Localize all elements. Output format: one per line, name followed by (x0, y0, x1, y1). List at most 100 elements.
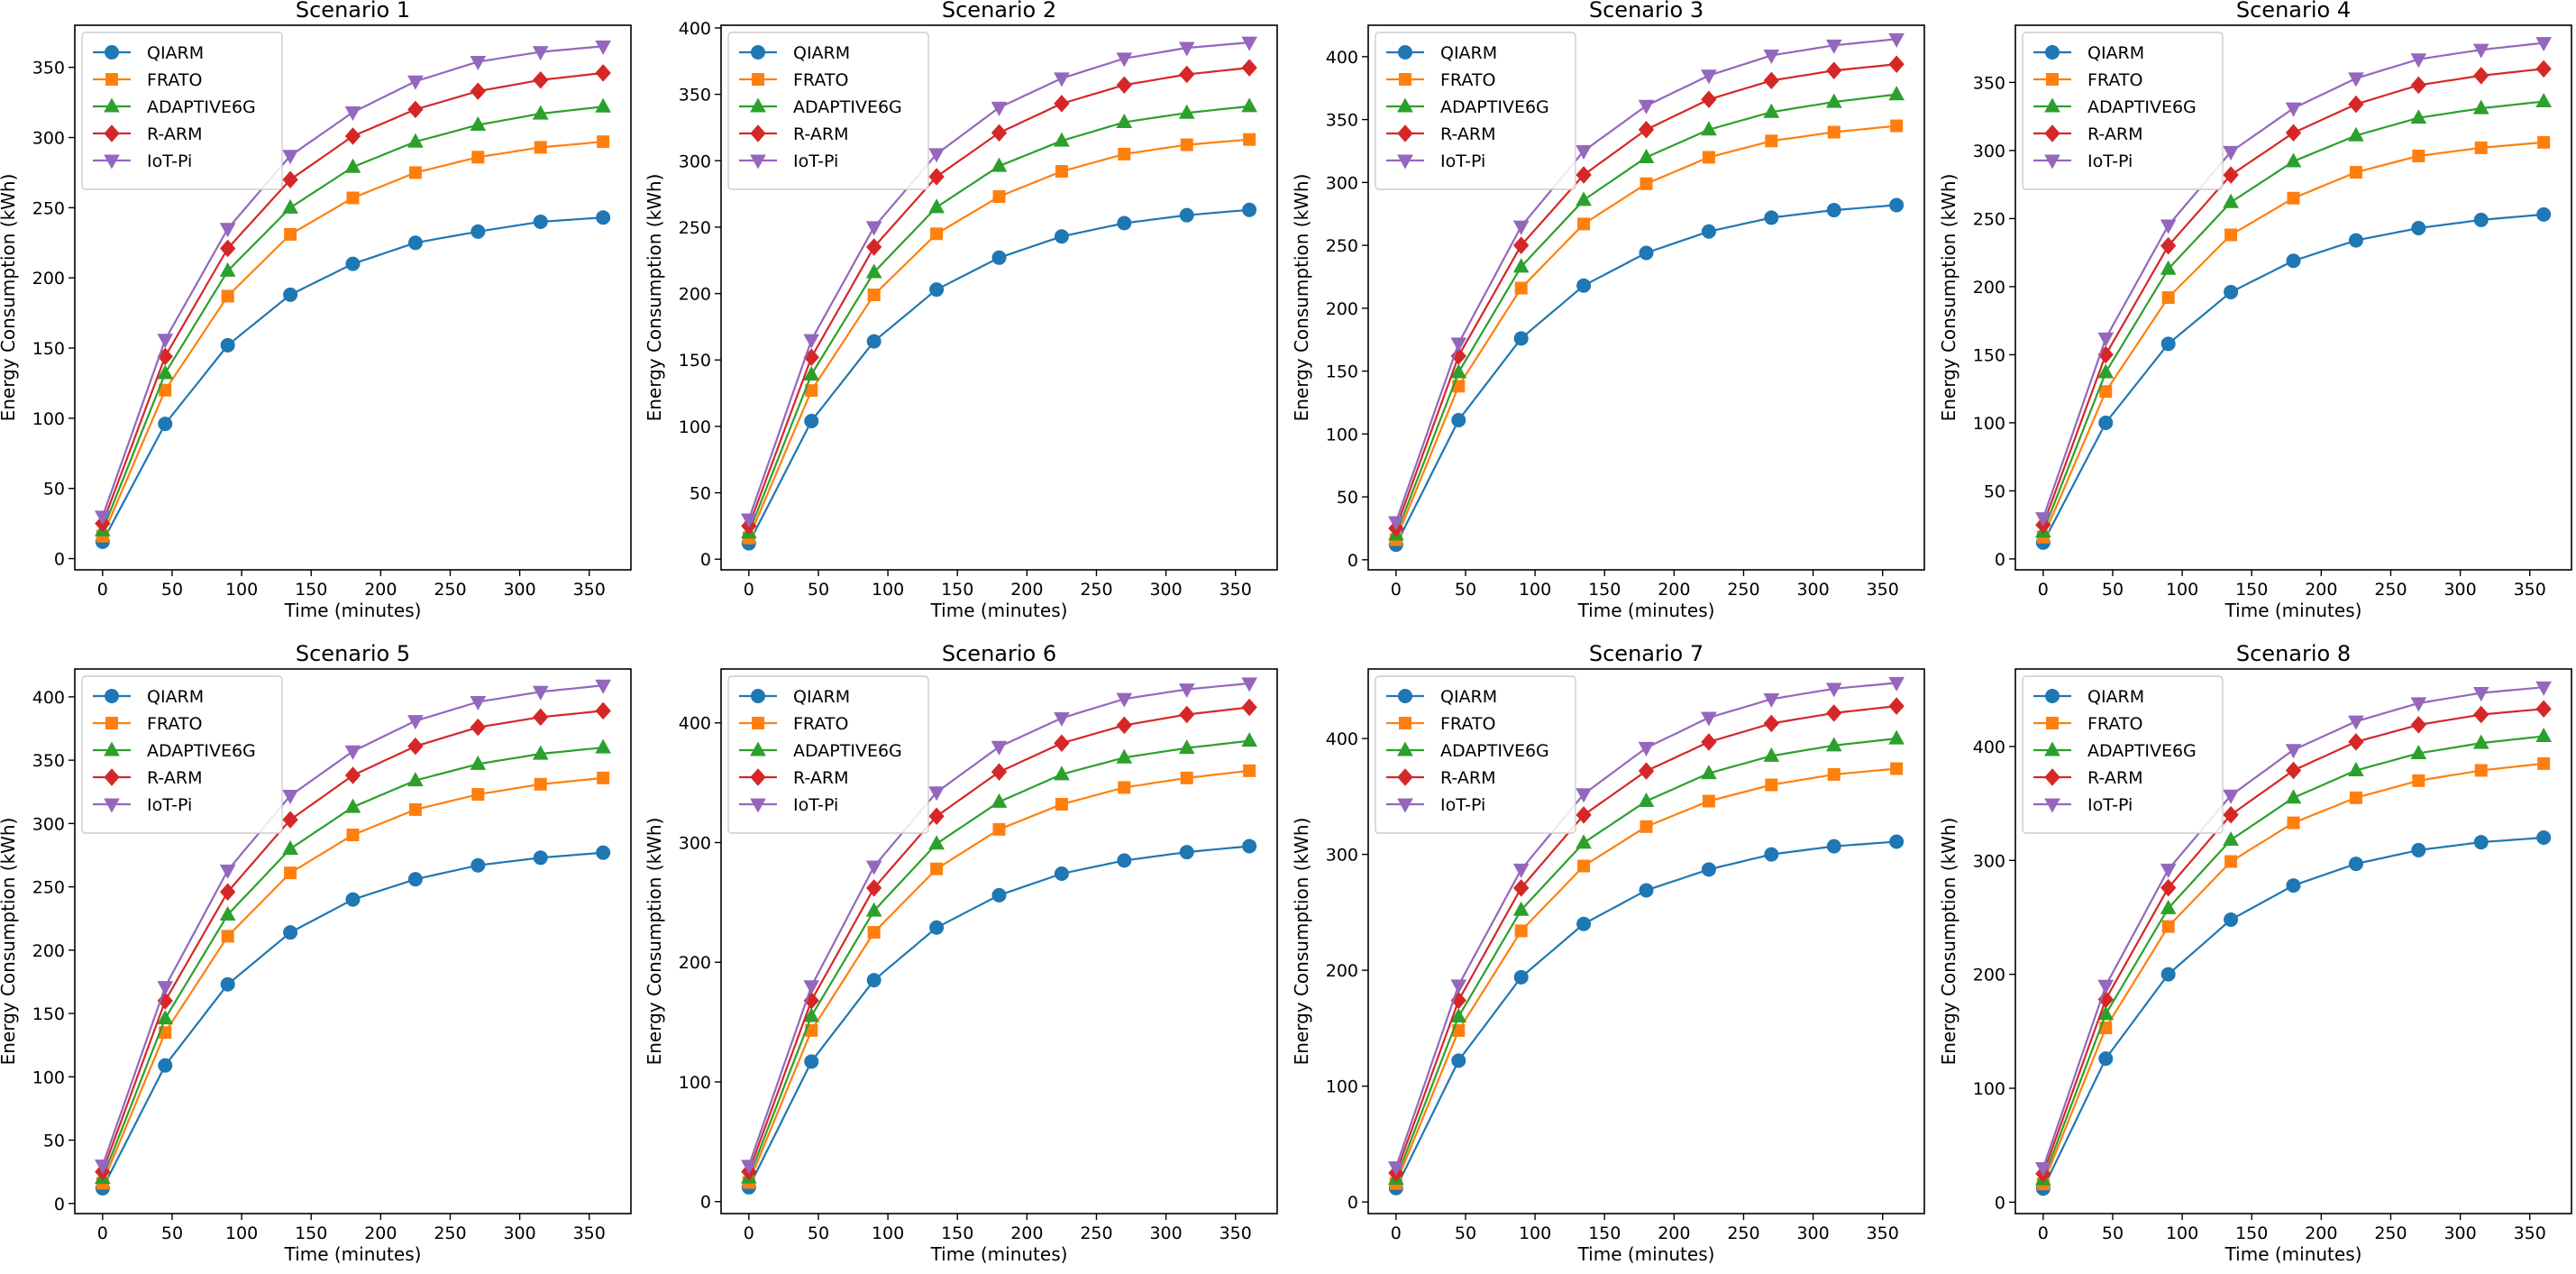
data-point (407, 133, 424, 148)
data-point (1243, 764, 1256, 777)
data-point (220, 239, 236, 258)
data-point (804, 414, 819, 429)
data-point (991, 793, 1008, 808)
legend-label: QIARM (793, 43, 850, 63)
series-qiarm (95, 845, 611, 1196)
data-point (992, 822, 1006, 836)
data-point (1117, 215, 1132, 231)
data-point (1888, 55, 1905, 73)
y-tick-label: 400 (32, 688, 65, 708)
data-point (533, 708, 549, 727)
data-point (803, 1007, 820, 1022)
data-point (2412, 774, 2425, 787)
data-point (470, 718, 486, 737)
data-point (2411, 220, 2426, 235)
data-point (1888, 697, 1905, 715)
data-point (1765, 778, 1778, 792)
data-point (1701, 121, 1717, 136)
legend: QIARM FRATO ADAPTIVE6G R-ARM IoT-Pi (81, 32, 283, 190)
data-point (1576, 916, 1592, 931)
data-point (2473, 212, 2489, 227)
legend-marker (1397, 741, 1413, 756)
data-point (2535, 37, 2552, 52)
chart-title: Scenario 5 (296, 641, 410, 666)
legend-marker (1398, 45, 1412, 60)
data-point (2287, 816, 2300, 829)
y-tick-label: 50 (690, 484, 711, 504)
legend-frame (1375, 675, 1576, 834)
y-tick-label: 200 (1973, 278, 2005, 298)
chart-title: Scenario 6 (942, 641, 1056, 666)
data-point (1388, 516, 1404, 531)
axes-frame (74, 24, 632, 571)
legend-label: FRATO (147, 714, 202, 734)
legend-label: IoT-Pi (1440, 795, 1485, 815)
legend-label: ADAPTIVE6G (793, 741, 902, 761)
legend-marker (104, 154, 120, 170)
legend-marker (1397, 124, 1413, 142)
data-point (470, 224, 486, 239)
legend: QIARM FRATO ADAPTIVE6G R-ARM IoT-Pi (727, 675, 929, 834)
series-frato (2036, 135, 2551, 544)
y-tick-label: 150 (32, 1004, 65, 1024)
x-tick-label: 250 (1727, 1224, 1759, 1243)
legend-frame (2022, 32, 2224, 190)
x-tick-label: 0 (1391, 1224, 1402, 1243)
data-point (283, 287, 298, 302)
data-point (2472, 43, 2489, 59)
data-point (2537, 756, 2551, 770)
subplot-1: Scenario 1 0 50 100 150 200 250 300 350 0 50 100 150… (0, 0, 632, 621)
data-point (471, 788, 485, 802)
data-point (470, 82, 486, 100)
data-point (2223, 166, 2239, 184)
x-tick-label: 200 (364, 580, 397, 600)
data-point (928, 835, 945, 850)
data-point (1241, 36, 1257, 51)
legend: QIARM FRATO ADAPTIVE6G R-ARM IoT-Pi (1375, 32, 1576, 190)
y-tick-label: 0 (54, 1195, 65, 1214)
y-tick-label: 100 (1973, 414, 2005, 434)
data-point (2285, 761, 2302, 780)
data-point (158, 417, 173, 432)
x-tick-label: 250 (1080, 580, 1112, 600)
data-point (1638, 741, 1655, 756)
y-tick-label: 150 (32, 339, 65, 359)
data-point (407, 872, 423, 887)
data-point (1577, 859, 1591, 873)
x-tick-label: 150 (1588, 1224, 1621, 1243)
chart-title: Scenario 7 (1589, 641, 1704, 666)
data-point (1638, 792, 1655, 808)
data-point (1242, 202, 1257, 217)
x-axis-label: Time (minutes) (1577, 1243, 1715, 1265)
series-qiarm (2035, 206, 2552, 550)
data-point (1576, 144, 1592, 160)
x-tick-label: 50 (1455, 1224, 1476, 1243)
data-point (1513, 331, 1529, 346)
data-point (2160, 967, 2176, 982)
y-tick-label: 100 (32, 1068, 65, 1087)
data-point (1512, 220, 1530, 235)
data-point (407, 235, 423, 251)
data-point (928, 168, 945, 186)
data-point (1825, 93, 1842, 108)
data-point (1054, 866, 1069, 881)
x-axis-label: Time (minutes) (2224, 600, 2362, 621)
subplot-3: Scenario 3 0 50 100 150 200 250 300 350 0 50 100 150… (1291, 0, 1925, 621)
legend-label: FRATO (2087, 714, 2142, 734)
subplot-5: Scenario 5 0 50 100 150 200 250 300 350 0 50 100 150… (0, 641, 632, 1265)
data-point (470, 755, 487, 770)
data-point (1179, 845, 1194, 860)
y-tick-label: 400 (1973, 738, 2005, 757)
x-tick-label: 150 (295, 580, 327, 600)
legend-label: QIARM (147, 43, 204, 63)
data-point (282, 789, 298, 805)
data-point (407, 75, 424, 90)
data-point (1576, 788, 1592, 803)
y-tick-label: 150 (1326, 362, 1358, 382)
legend-label: R-ARM (147, 124, 202, 144)
data-point (1450, 363, 1467, 379)
data-point (1888, 86, 1905, 101)
data-point (992, 190, 1006, 204)
data-point (1826, 839, 1841, 854)
legend-frame (81, 675, 283, 834)
